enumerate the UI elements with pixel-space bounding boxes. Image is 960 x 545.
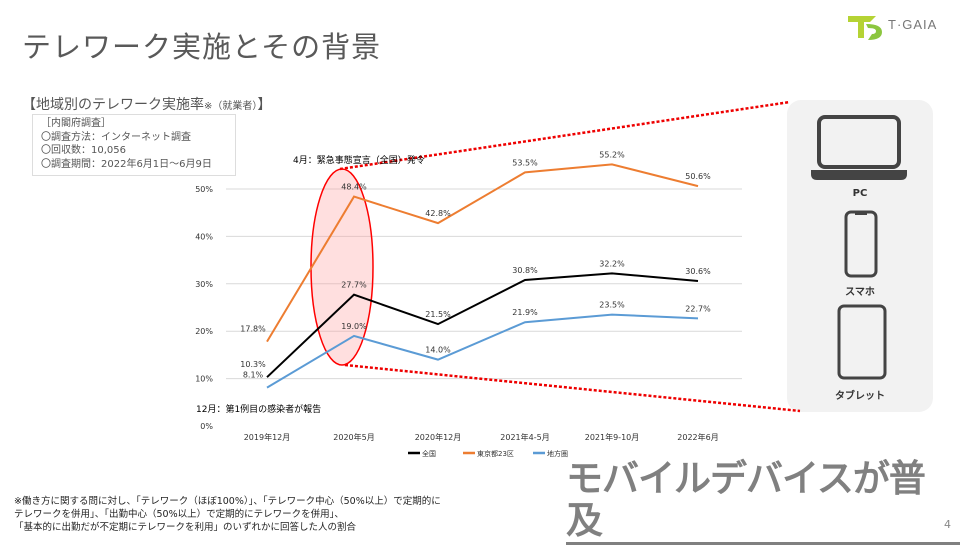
- tgaia-logo-icon: [848, 16, 882, 40]
- annotation-april: 4月：緊急事態宣言（全国）発令: [293, 154, 425, 166]
- data-label: 21.5%: [425, 310, 451, 319]
- survey-responses: 〇回収数：10,056: [41, 145, 126, 156]
- smartphone-icon: [844, 210, 878, 278]
- legend-label: 全国: [422, 449, 436, 458]
- device-label-pc: PC: [852, 188, 868, 199]
- y-tick-label: 10%: [195, 375, 213, 384]
- data-label: 23.5%: [599, 301, 625, 310]
- data-label: 30.6%: [685, 267, 711, 276]
- data-label: 8.1%: [243, 371, 264, 380]
- x-tick-label: 2020年12月: [415, 432, 462, 442]
- headline: モバイルデバイスが普及: [566, 458, 960, 545]
- x-tick-label: 2021年4-5月: [500, 432, 549, 442]
- device-panel: PC スマホ タブレット: [787, 100, 933, 412]
- data-label: 10.3%: [240, 360, 266, 369]
- footnote: ※働き方に関する問に対し、「テレワーク（ほぼ100%）」、「テレワーク中心（50…: [14, 495, 441, 534]
- tablet-icon: [837, 304, 887, 380]
- survey-period: 〇調査期間：2022年6月1日～6月9日: [41, 158, 212, 170]
- data-label: 30.8%: [512, 266, 538, 275]
- y-tick-label: 20%: [195, 327, 213, 336]
- survey-method: 〇調査方法：インターネット調査: [41, 131, 191, 143]
- chart-heading-note: ※（就業者）: [204, 101, 258, 112]
- footnote-line: 「基本的に出勤だが不定期にテレワークを利用」のいずれかに回答した人の割合: [14, 522, 357, 533]
- data-label: 21.9%: [512, 308, 538, 317]
- data-label: 14.0%: [425, 346, 451, 355]
- chart-heading-main: 【地域別のテレワーク実施率: [22, 97, 204, 113]
- data-label: 17.8%: [240, 325, 266, 334]
- data-label: 27.7%: [341, 281, 367, 290]
- survey-info-box: ［内閣府調査］ 〇調査方法：インターネット調査 〇回収数：10,056 〇調査期…: [32, 114, 236, 176]
- chart-heading: 【地域別のテレワーク実施率※（就業者）】: [22, 94, 271, 114]
- device-label-tablet: タブレット: [835, 391, 885, 402]
- data-label: 19.0%: [341, 322, 367, 331]
- data-label: 48.4%: [341, 183, 367, 192]
- highlight-ellipse: [310, 168, 374, 366]
- y-tick-label: 40%: [195, 232, 213, 241]
- legend-label: 東京都23区: [477, 449, 514, 458]
- series-line-1: [266, 163, 699, 343]
- callout-line-top: [339, 100, 791, 171]
- data-label: 50.6%: [685, 172, 711, 181]
- chart-heading-close: 】: [257, 97, 272, 113]
- legend-label: 地方圏: [547, 449, 568, 458]
- x-tick-label: 2020年5月: [333, 432, 374, 442]
- footnote-line: ※働き方に関する問に対し、「テレワーク（ほぼ100%）」、「テレワーク中心（50…: [14, 496, 441, 507]
- slide-title: テレワーク実施とその背景: [22, 30, 382, 64]
- data-label: 42.8%: [425, 209, 451, 218]
- data-label: 22.7%: [685, 304, 711, 313]
- device-label-smartphone: スマホ: [845, 287, 875, 298]
- x-tick-label: 2019年12月: [244, 432, 291, 442]
- data-label: 32.2%: [599, 259, 625, 268]
- logo-text: T·GAIA: [888, 17, 938, 32]
- footnote-line: テレワークを併用」、「出勤中心（50%以上）で定期的にテレワークを併用」、: [14, 509, 344, 520]
- series-line-0: [266, 272, 699, 378]
- survey-title: ［内閣府調査］: [41, 118, 111, 129]
- data-label: 55.2%: [599, 150, 625, 159]
- annotation-december: 12月：第1例目の感染者が報告: [196, 403, 321, 415]
- laptop-icon: [811, 115, 907, 180]
- x-tick-label: 2022年6月: [677, 432, 718, 442]
- x-tick-label: 2021年9-10月: [585, 432, 640, 442]
- y-tick-label: 30%: [195, 280, 213, 289]
- y-tick-label: 50%: [195, 185, 213, 194]
- page-number: 4: [944, 518, 951, 531]
- callout-line-bottom: [344, 363, 801, 413]
- series-line-2: [266, 313, 699, 389]
- y-tick-label: 0%: [200, 422, 213, 431]
- data-label: 53.5%: [512, 158, 538, 167]
